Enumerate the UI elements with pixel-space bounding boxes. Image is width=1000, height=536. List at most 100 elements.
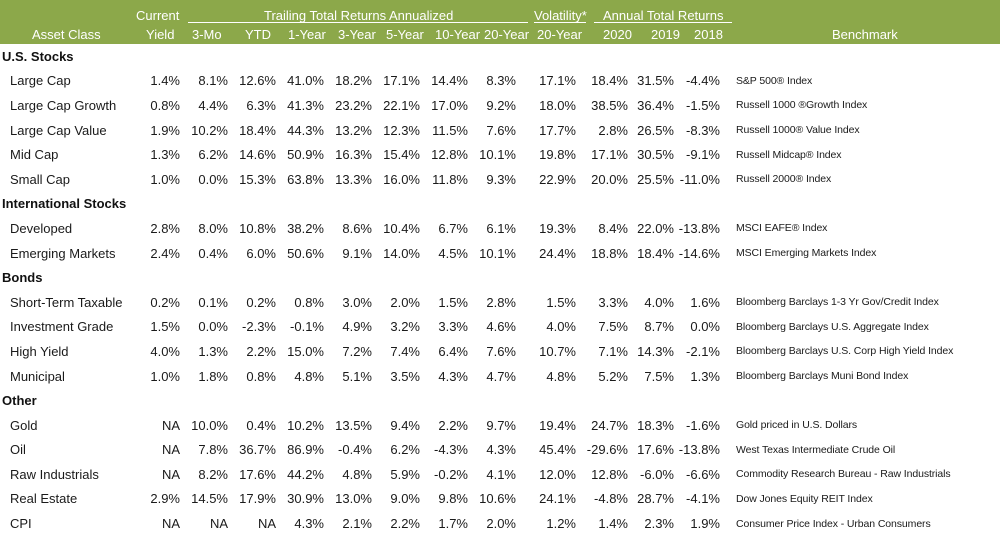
value-cell: 2.8% (150, 220, 180, 236)
value-cell: 24.4% (539, 245, 576, 261)
value-cell: 2.4% (150, 245, 180, 261)
value-cell: 14.3% (637, 343, 674, 359)
header-annual-group: Annual Total Returns (603, 8, 724, 23)
asset-name: CPI (10, 516, 32, 532)
value-cell: 44.3% (287, 122, 324, 138)
value-cell: 4.0% (546, 319, 576, 335)
table-row: Oil NA 7.8% 36.7% 86.9% -0.4% 6.2% -4.3% 4.3% 45.… (0, 438, 1000, 463)
header-yield: Yield (146, 27, 175, 42)
header-col-5yr: 5-Year (386, 27, 424, 42)
value-cell: 26.5% (637, 122, 674, 138)
value-cell: 4.7% (486, 368, 516, 384)
value-cell: 18.4% (591, 73, 628, 89)
asset-name: Investment Grade (10, 319, 114, 335)
section-header-row: Other (0, 388, 1000, 413)
benchmark-cell: Commodity Research Bureau - Raw Industri… (736, 468, 951, 481)
value-cell: 3.2% (390, 319, 420, 335)
value-cell: 6.2% (198, 147, 228, 163)
table-header: Asset Class Current Yield Trailing Total… (0, 0, 1000, 44)
value-cell: 6.4% (438, 343, 468, 359)
value-cell: 2.1% (342, 516, 372, 532)
value-cell: -4.3% (434, 442, 468, 458)
asset-name: Oil (10, 442, 26, 458)
value-cell: 1.4% (150, 73, 180, 89)
value-cell: 2.2% (390, 516, 420, 532)
table-row: High Yield 4.0% 1.3% 2.2% 15.0% 7.2% 7.4% 6.4% 7… (0, 339, 1000, 364)
value-cell: 18.3% (637, 417, 674, 433)
value-cell: 1.4% (598, 516, 628, 532)
value-cell: 1.2% (546, 516, 576, 532)
section-title: Other (2, 393, 37, 409)
value-cell: -1.5% (686, 97, 720, 113)
value-cell: 18.2% (335, 73, 372, 89)
trailing-group-rule (188, 22, 528, 23)
asset-name: Real Estate (10, 491, 78, 507)
value-cell: 4.6% (486, 319, 516, 335)
value-cell: 0.0% (198, 319, 228, 335)
value-cell: 41.3% (287, 97, 324, 113)
benchmark-cell: Russell 1000 ®Growth Index (736, 99, 868, 112)
value-cell: 4.4% (198, 97, 228, 113)
header-asset-class: Asset Class (32, 27, 101, 42)
header-col-3mo: 3-Mo (192, 27, 222, 42)
value-cell: 18.8% (591, 245, 628, 261)
value-cell: 30.9% (287, 491, 324, 507)
value-cell: 63.8% (287, 171, 324, 187)
header-current: Current (136, 8, 180, 23)
value-cell: 4.5% (438, 245, 468, 261)
value-cell: 17.7% (539, 122, 576, 138)
value-cell: 38.2% (287, 220, 324, 236)
value-cell: 1.7% (438, 516, 468, 532)
value-cell: 45.4% (539, 442, 576, 458)
table-row: CPI NA NA NA 4.3% 2.1% 2.2% 1.7% 2.0% 1.2% 1.4% 2.3… (0, 511, 1000, 536)
value-cell: 19.4% (539, 417, 576, 433)
value-cell: -8.3% (686, 122, 720, 138)
value-cell: 22.1% (383, 97, 420, 113)
header-col-2020: 2020 (603, 27, 632, 42)
value-cell: 9.2% (486, 97, 516, 113)
value-cell: 7.2% (342, 343, 372, 359)
asset-name: Mid Cap (10, 147, 59, 163)
value-cell: 5.1% (342, 368, 372, 384)
header-benchmark: Benchmark (832, 27, 898, 42)
value-cell: 9.4% (390, 417, 420, 433)
value-cell: -2.1% (686, 343, 720, 359)
value-cell: 0.8% (246, 368, 276, 384)
value-cell: 0.8% (150, 97, 180, 113)
value-cell: 8.7% (644, 319, 674, 335)
value-cell: 2.2% (246, 343, 276, 359)
asset-name: High Yield (10, 343, 69, 359)
table-row: Developed 2.8% 8.0% 10.8% 38.2% 8.6% 10.4% 6.7%… (0, 216, 1000, 241)
value-cell: -14.6% (678, 245, 720, 261)
value-cell: 4.0% (150, 343, 180, 359)
benchmark-cell: Russell 1000® Value Index (736, 124, 860, 137)
value-cell: 6.3% (246, 97, 276, 113)
value-cell: 2.9% (150, 491, 180, 507)
value-cell: 17.1% (383, 73, 420, 89)
value-cell: 10.2% (191, 122, 228, 138)
value-cell: 4.3% (486, 442, 516, 458)
value-cell: 17.1% (539, 73, 576, 89)
value-cell: 22.9% (539, 171, 576, 187)
value-cell: -0.2% (434, 466, 468, 482)
value-cell: 13.5% (335, 417, 372, 433)
header-col-3yr: 3-Year (338, 27, 376, 42)
value-cell: 8.3% (486, 73, 516, 89)
table-row: Mid Cap 1.3% 6.2% 14.6% 50.9% 16.3% 15.4% 12.8%… (0, 142, 1000, 167)
table-row: Emerging Markets 2.4% 0.4% 6.0% 50.6% 9.1% 14.… (0, 241, 1000, 266)
value-cell: 0.1% (198, 294, 228, 310)
value-cell: 20.0% (591, 171, 628, 187)
value-cell: NA (161, 417, 180, 433)
value-cell: 0.4% (198, 245, 228, 261)
value-cell: 17.1% (591, 147, 628, 163)
value-cell: 3.5% (390, 368, 420, 384)
value-cell: -13.8% (678, 220, 720, 236)
asset-name: Municipal (10, 368, 65, 384)
value-cell: NA (161, 466, 180, 482)
value-cell: 1.9% (690, 516, 720, 532)
value-cell: 7.5% (598, 319, 628, 335)
value-cell: 4.3% (438, 368, 468, 384)
value-cell: 16.0% (383, 171, 420, 187)
value-cell: 16.3% (335, 147, 372, 163)
value-cell: 18.4% (637, 245, 674, 261)
